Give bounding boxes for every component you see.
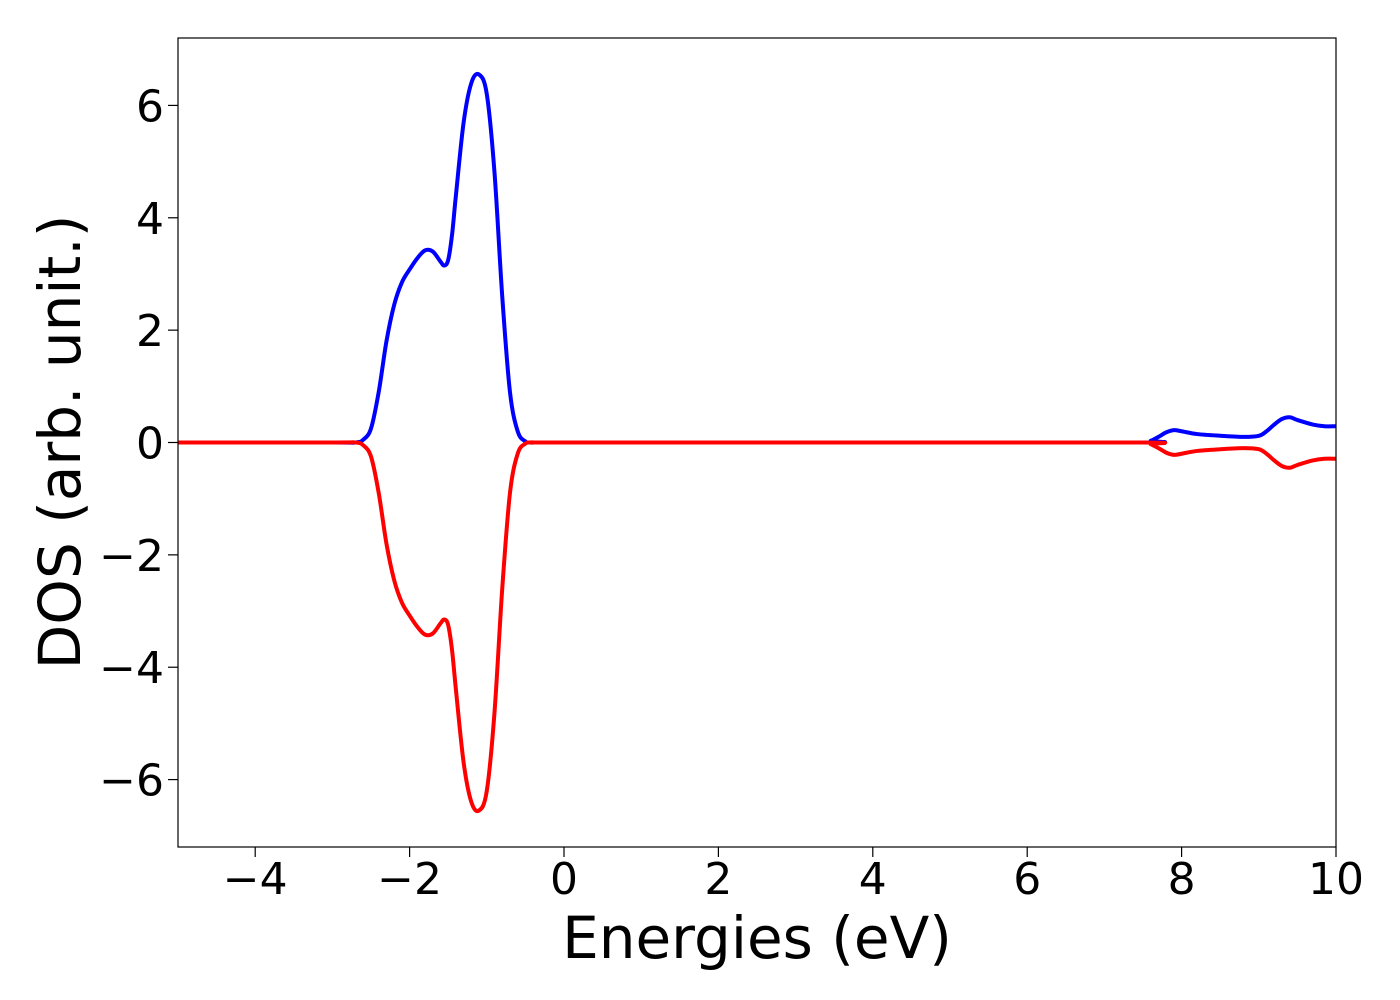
x-tick-label: −2	[377, 854, 442, 905]
x-tick-label: 6	[1013, 854, 1041, 905]
y-tick-label: −6	[99, 756, 164, 807]
x-tick-label: −4	[223, 854, 288, 905]
y-tick-label: 6	[136, 81, 164, 132]
x-axis: −4 −2 0 2 4 6 8 10	[223, 847, 1364, 905]
series-layer	[178, 71, 1336, 814]
series-line-2	[178, 440, 1336, 814]
x-tick-label: 8	[1168, 854, 1196, 905]
x-tick-label: 2	[704, 854, 732, 905]
y-tick-label: −2	[99, 531, 164, 582]
x-tick-label: 4	[859, 854, 887, 905]
y-tick-label: 0	[136, 419, 164, 470]
x-tick-label: 0	[550, 854, 578, 905]
y-axis-label: DOS (arb. unit.)	[26, 215, 94, 670]
y-axis: −6 −4 −2 0 2 4 6	[99, 81, 178, 807]
y-tick-label: 2	[136, 306, 164, 357]
x-tick-label: 10	[1308, 854, 1364, 905]
y-tick-label: 4	[136, 194, 164, 245]
series-line-1	[178, 71, 1336, 445]
y-tick-label: −4	[99, 643, 164, 694]
x-axis-label: Energies (eV)	[562, 904, 952, 972]
